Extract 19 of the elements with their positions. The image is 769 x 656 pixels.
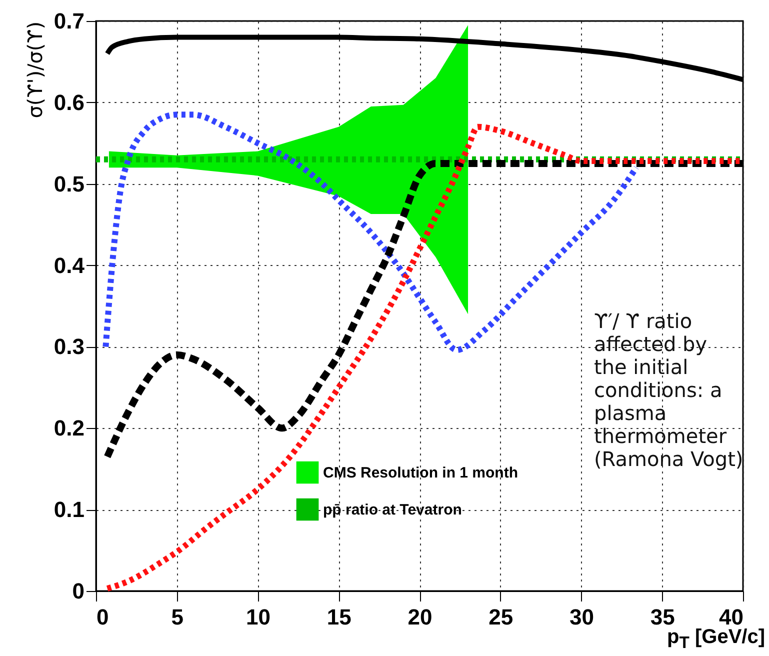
- legend-label: pp̄ ratio at Tevatron: [323, 502, 462, 518]
- x-tick-label: 20: [408, 604, 432, 630]
- y-tick-label: 0.5: [54, 171, 84, 196]
- x-tick-label: 10: [246, 604, 270, 630]
- x-tick-label: 30: [570, 604, 594, 630]
- y-tick-label: 0.6: [54, 90, 84, 115]
- y-tick-label: 0.3: [54, 334, 84, 360]
- y-tick-label: 0.2: [54, 416, 84, 441]
- y-tick-label: 0.1: [54, 497, 84, 522]
- y-tick-label: 0: [72, 578, 84, 604]
- x-tick-label: 5: [171, 604, 184, 630]
- x-tick-label: 0: [96, 604, 109, 630]
- annotation: ϒ′/ ϒ ratio affected by the initial conditions: a plasma thermometer (Ramona Vogt): [594, 309, 744, 471]
- legend-label: CMS Resolution in 1 month: [323, 464, 518, 482]
- y-axis-title: σ(ϒ')/σ(ϒ): [22, 22, 47, 118]
- y-tick-label: 0.4: [54, 252, 86, 278]
- x-tick-label: 25: [488, 604, 514, 630]
- x-tick-label: 15: [326, 604, 352, 630]
- y-tick-label: 0.7: [54, 8, 84, 34]
